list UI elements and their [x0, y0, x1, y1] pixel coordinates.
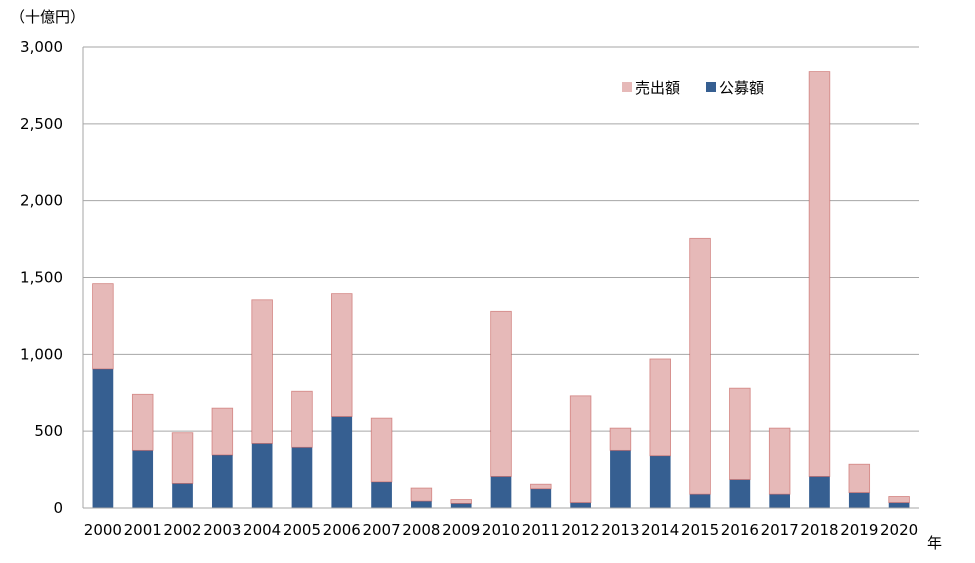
legend-label: 売出額	[635, 79, 680, 97]
x-tick-label: 2006	[323, 521, 361, 539]
x-axis-ticks: 2000 2001 2002 2003 2004 2005 2006 2007 2008 2009…	[84, 521, 918, 539]
bar-koboga-2013	[610, 450, 631, 508]
bar-koboga-2020	[888, 502, 910, 508]
bar-koboga-2005	[291, 447, 313, 508]
x-tick-label: 2005	[283, 521, 321, 539]
x-tick-label: 2000	[84, 521, 122, 539]
bar-koboga-2000	[92, 368, 114, 508]
bar-uridashi-2012	[569, 395, 592, 504]
bar-uridashi-2007	[370, 417, 393, 483]
legend-swatch	[706, 82, 716, 92]
y-tick-label: 3,000	[20, 38, 63, 56]
x-tick-label: 2007	[362, 521, 400, 539]
bar-koboga-2008	[411, 501, 432, 508]
bar-koboga-2010	[490, 476, 512, 508]
bar-uridashi-2016	[729, 387, 751, 480]
x-tick-label: 2019	[840, 521, 878, 539]
y-tick-label: 2,500	[20, 115, 63, 133]
y-tick-label: 2,000	[20, 192, 63, 210]
x-tick-label: 2008	[402, 521, 440, 539]
x-tick-label: 2002	[163, 521, 201, 539]
bar-uridashi-2015	[689, 237, 711, 495]
x-tick-label: 2016	[721, 521, 759, 539]
bar-uridashi-2008	[410, 487, 433, 502]
x-tick-label: 2004	[243, 521, 281, 539]
bar-koboga-2006	[331, 416, 353, 508]
bar-uridashi-2004	[251, 299, 273, 444]
bar-koboga-2004	[251, 443, 273, 508]
bar-koboga-2016	[729, 479, 751, 508]
bar-koboga-2002	[172, 483, 193, 508]
x-axis-unit-label: 年	[927, 534, 942, 552]
x-tick-label: 2018	[800, 521, 838, 539]
x-tick-label: 2013	[601, 521, 639, 539]
x-tick-label: 2014	[641, 521, 679, 539]
x-tick-label: 2001	[124, 521, 162, 539]
bar-uridashi-2002	[171, 432, 194, 484]
x-tick-label: 2010	[482, 521, 520, 539]
bar-koboga-2018	[809, 476, 830, 508]
x-tick-label: 2009	[442, 521, 480, 539]
x-tick-label: 2003	[203, 521, 241, 539]
x-tick-label: 2011	[522, 521, 560, 539]
bar-uridashi-2001	[131, 393, 154, 451]
y-tick-label: 1,500	[20, 269, 63, 287]
bar-uridashi-2019	[848, 463, 871, 494]
x-tick-label: 2012	[562, 521, 600, 539]
legend-swatch	[622, 82, 632, 92]
bar-uridashi-2009	[450, 499, 472, 504]
bar-uridashi-2000	[92, 283, 114, 370]
bar-uridashi-2010	[490, 310, 512, 477]
y-tick-label: 1,000	[20, 345, 63, 363]
x-tick-label: 2020	[880, 521, 918, 539]
y-axis-unit-label: （十億円）	[10, 8, 85, 26]
bar-uridashi-2011	[530, 483, 552, 490]
bar-koboga-2001	[132, 450, 154, 508]
legend: 売出額 公募額	[622, 79, 764, 97]
x-tick-label: 2017	[761, 521, 799, 539]
bar-koboga-2014	[649, 455, 671, 508]
y-tick-label: 500	[34, 422, 63, 440]
bar-uridashi-2014	[649, 358, 671, 457]
bar-koboga-2019	[848, 492, 870, 508]
bar-uridashi-2006	[331, 293, 353, 417]
bar-uridashi-2017	[768, 427, 791, 495]
bar-koboga-2009	[450, 503, 472, 508]
bar-uridashi-2020	[888, 496, 910, 504]
bars	[92, 71, 910, 508]
bar-uridashi-2018	[808, 71, 831, 477]
x-tick-label: 2015	[681, 521, 719, 539]
bar-koboga-2011	[530, 488, 552, 508]
bar-koboga-2003	[211, 454, 233, 508]
y-axis-ticks: 0 500 1,000 1,500 2,000 2,500 3,000	[20, 38, 63, 517]
bar-koboga-2015	[689, 494, 711, 508]
legend-label: 公募額	[719, 79, 764, 97]
bar-koboga-2007	[371, 481, 392, 508]
bar-uridashi-2013	[609, 427, 632, 451]
bar-uridashi-2005	[291, 390, 313, 448]
bar-koboga-2017	[769, 494, 791, 508]
bar-uridashi-2003	[211, 407, 234, 456]
y-tick-label: 0	[53, 499, 63, 517]
bar-koboga-2012	[570, 502, 591, 508]
